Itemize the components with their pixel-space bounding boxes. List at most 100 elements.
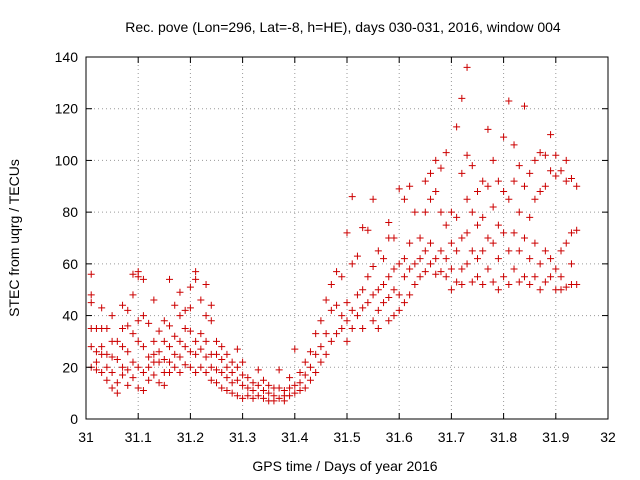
x-tick-label: 31.7 [438,429,465,445]
data-point-marker [406,291,414,299]
data-point-marker [395,185,403,193]
data-point-marker [306,348,314,356]
data-point-marker [458,94,466,102]
data-point-marker [176,288,184,296]
data-point-marker [515,162,523,170]
data-point-marker [489,278,497,286]
data-point-marker [343,337,351,345]
data-point-marker [333,301,341,309]
data-point-marker [275,394,283,402]
data-point-marker [474,221,481,229]
data-point-marker [380,281,388,289]
data-point-marker [463,229,471,237]
data-point-marker [129,358,137,366]
data-point-marker [536,286,544,294]
data-point-marker [166,358,174,366]
data-point-marker [421,247,429,255]
data-point-marker [531,273,539,281]
data-point-marker [552,172,560,180]
data-point-marker [192,268,200,276]
data-point-marker [515,278,523,286]
data-point-marker [296,368,304,376]
data-point-marker [286,374,294,382]
data-point-marker [484,125,492,133]
data-point-marker [567,229,575,237]
data-point-marker [186,363,194,371]
data-point-marker [453,278,461,286]
data-point-marker [500,133,508,141]
data-point-marker [233,376,241,384]
data-point-marker [134,337,142,345]
data-point-marker [364,299,372,307]
data-point-marker [343,299,351,307]
data-point-marker [536,149,544,157]
data-point-marker [108,368,116,376]
data-point-marker [87,343,95,351]
data-point-marker [541,247,549,255]
data-point-marker [432,270,440,278]
data-point-marker [437,164,445,172]
data-point-marker [213,379,220,387]
data-point-marker [233,392,241,400]
data-point-marker [474,273,481,281]
axis-ticks [85,56,609,420]
data-point-marker [249,394,257,402]
data-point-marker [374,325,382,332]
data-point-marker [374,247,382,255]
y-tick-label: 80 [62,204,78,220]
data-point-marker [406,265,414,273]
data-point-marker [207,363,215,371]
data-point-marker [390,312,398,320]
data-point-marker [526,255,534,263]
data-point-marker [171,332,179,340]
data-point-marker [343,229,351,237]
data-point-marker [494,255,502,263]
data-point-marker [181,325,189,332]
data-point-marker [218,343,226,351]
data-point-marker [468,247,476,255]
data-point-marker [400,299,408,307]
data-point-marker [573,281,581,289]
data-point-marker [301,358,309,366]
data-point-marker [547,167,555,175]
data-point-marker [359,286,367,294]
data-point-marker [505,195,513,203]
data-point-marker [129,291,137,299]
x-tick-label: 31.4 [281,429,308,445]
data-point-marker [166,368,174,376]
data-point-marker [526,213,534,221]
data-point-marker [489,203,497,211]
data-point-marker [348,306,356,314]
data-point-marker [437,208,445,216]
data-point-marker [139,368,147,376]
data-point-marker [427,239,435,247]
data-point-marker [139,387,147,395]
data-point-marker [557,286,565,294]
data-point-marker [447,239,455,247]
data-point-marker [312,350,320,358]
data-point-marker [458,265,466,273]
data-point-marker [505,281,513,289]
data-point-marker [259,376,267,384]
data-point-marker [249,387,257,395]
data-point-marker [186,283,194,291]
data-point-marker [447,265,455,273]
data-point-marker [515,247,523,255]
data-point-marker [306,363,314,371]
data-point-marker [119,301,127,309]
data-point-marker [453,247,461,255]
data-point-marker [510,177,518,185]
data-point-marker [359,224,367,232]
data-point-marker [233,345,241,353]
data-point-marker [181,343,189,351]
data-point-marker [432,255,440,263]
data-point-marker [427,169,435,177]
data-point-marker [348,193,356,201]
data-point-marker [437,247,445,255]
data-point-marker [541,151,549,159]
data-point-marker [531,239,539,247]
data-point-marker [312,368,320,376]
data-point-marker [359,325,367,332]
data-point-marker [207,317,215,325]
